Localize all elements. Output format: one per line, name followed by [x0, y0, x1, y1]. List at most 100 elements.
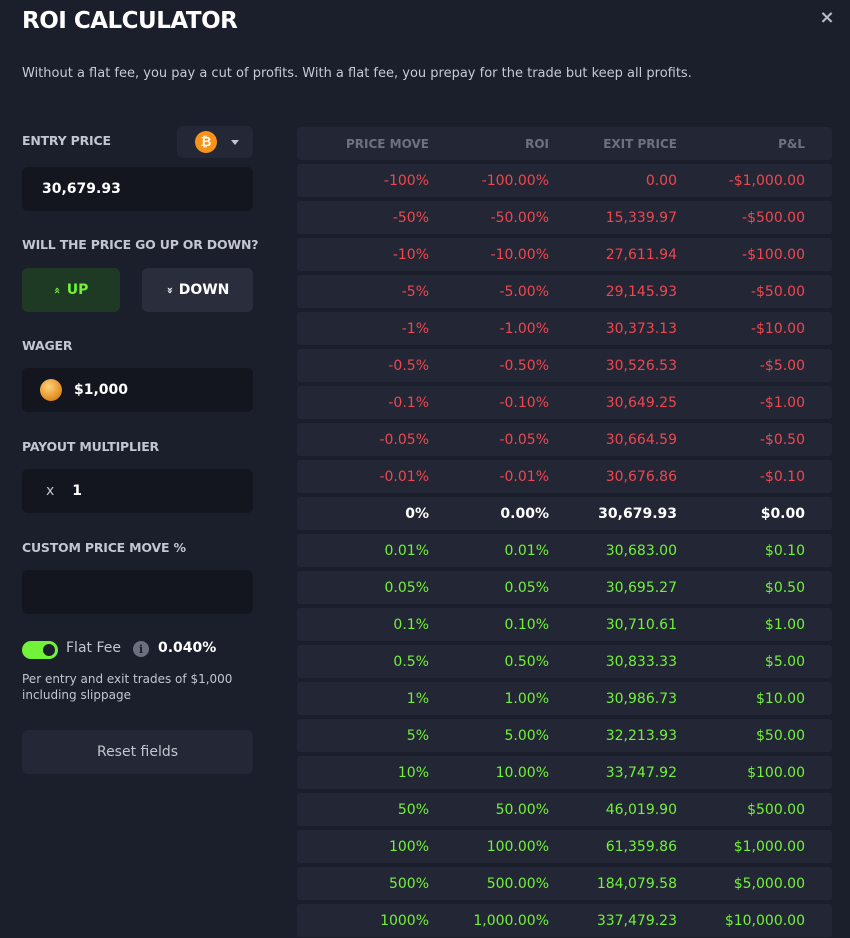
pnl-cell: $1,000.00 [733, 838, 805, 855]
wager-label: WAGER [22, 338, 73, 353]
exit-price-cell: 30,683.00 [605, 542, 677, 559]
custom-price-move-label: CUSTOM PRICE MOVE % [22, 540, 186, 555]
wager-value: $1,000 [74, 382, 129, 398]
roi-cell: 0.05% [504, 579, 549, 596]
header-exit-price: EXIT PRICE [603, 136, 677, 151]
roi-cell: -0.50% [499, 357, 549, 374]
price-move-cell: 0.1% [393, 616, 429, 633]
price-move-cell: 0.5% [393, 653, 429, 670]
table-row: 0.01% 0.01% 30,683.00 $0.10 [297, 534, 832, 567]
info-icon[interactable]: i [133, 641, 149, 657]
exit-price-cell: 33,747.92 [605, 764, 677, 781]
exit-price-cell: 46,019.90 [605, 801, 677, 818]
toggle-knob [43, 644, 55, 656]
pnl-cell: -$1,000.00 [728, 172, 805, 189]
entry-price-value: 30,679.93 [42, 181, 121, 197]
exit-price-cell: 29,145.93 [605, 283, 677, 300]
coin-icon [40, 379, 62, 401]
pnl-cell: $0.50 [764, 579, 805, 596]
down-button[interactable]: « DOWN [142, 268, 253, 312]
header-price-move: PRICE MOVE [346, 136, 429, 151]
exit-price-cell: 30,679.93 [598, 505, 677, 522]
table-row: -1% -1.00% 30,373.13 -$10.00 [297, 312, 832, 345]
exit-price-cell: 61,359.86 [605, 838, 677, 855]
pnl-cell: -$100.00 [742, 246, 805, 263]
roi-cell: 10.00% [495, 764, 549, 781]
table-row: 50% 50.00% 46,019.90 $500.00 [297, 793, 832, 826]
table-row: 100% 100.00% 61,359.86 $1,000.00 [297, 830, 832, 863]
exit-price-cell: 30,710.61 [605, 616, 677, 633]
price-move-cell: -0.01% [379, 468, 429, 485]
flat-fee-toggle[interactable] [22, 641, 58, 659]
table-row: -0.5% -0.50% 30,526.53 -$5.00 [297, 349, 832, 382]
reset-fields-button[interactable]: Reset fields [22, 730, 253, 774]
roi-cell: -100.00% [481, 172, 549, 189]
price-move-cell: 5% [406, 727, 429, 744]
table-row: -50% -50.00% 15,339.97 -$500.00 [297, 201, 832, 234]
roi-cell: -5.00% [499, 283, 549, 300]
exit-price-cell: 30,986.73 [605, 690, 677, 707]
table-row: 0.05% 0.05% 30,695.27 $0.50 [297, 571, 832, 604]
table-header: PRICE MOVE ROI EXIT PRICE P&L [297, 127, 832, 160]
price-move-cell: 0.05% [384, 579, 429, 596]
exit-price-cell: 184,079.58 [596, 875, 677, 892]
direction-label: WILL THE PRICE GO UP OR DOWN? [22, 237, 259, 252]
header-roi: ROI [525, 136, 549, 151]
pnl-cell: $1.00 [764, 616, 805, 633]
roi-cell: 1,000.00% [473, 912, 549, 929]
table-row: -0.1% -0.10% 30,649.25 -$1.00 [297, 386, 832, 419]
roi-cell: -1.00% [499, 320, 549, 337]
pnl-cell: $0.10 [764, 542, 805, 559]
exit-price-cell: 27,611.94 [605, 246, 677, 263]
price-move-cell: -0.05% [379, 431, 429, 448]
exit-price-cell: 30,373.13 [605, 320, 677, 337]
wager-input[interactable]: $1,000 [22, 368, 253, 412]
table-row: -0.05% -0.05% 30,664.59 -$0.50 [297, 423, 832, 456]
pnl-cell: $50.00 [756, 727, 805, 744]
price-move-cell: -100% [383, 172, 429, 189]
bitcoin-icon: ₿ [195, 131, 217, 153]
exit-price-cell: 32,213.93 [605, 727, 677, 744]
price-move-cell: 500% [388, 875, 429, 892]
exit-price-cell: 30,695.27 [605, 579, 677, 596]
roi-cell: 5.00% [504, 727, 549, 744]
roi-cell: 0.01% [504, 542, 549, 559]
up-button-label: UP [66, 282, 89, 298]
chevrons-up-icon: « [50, 286, 64, 294]
pnl-cell: $10,000.00 [724, 912, 805, 929]
roi-cell: 50.00% [495, 801, 549, 818]
roi-cell: 0.00% [500, 505, 549, 522]
exit-price-cell: 30,676.86 [605, 468, 677, 485]
roi-cell: 0.50% [504, 653, 549, 670]
up-button[interactable]: « UP [22, 268, 120, 312]
table-body: -100% -100.00% 0.00 -$1,000.00 -50% -50.00% 15… [297, 164, 832, 937]
close-icon[interactable]: × [819, 7, 835, 28]
coin-select[interactable]: ₿ [177, 126, 253, 158]
table-row: 500% 500.00% 184,079.58 $5,000.00 [297, 867, 832, 900]
payout-multiplier-input[interactable]: x 1 [22, 469, 253, 513]
page-subtitle: Without a flat fee, you pay a cut of pro… [22, 66, 692, 81]
table-row: -10% -10.00% 27,611.94 -$100.00 [297, 238, 832, 271]
pnl-cell: $10.00 [756, 690, 805, 707]
custom-price-move-input[interactable] [22, 570, 253, 614]
price-move-cell: -0.1% [388, 394, 429, 411]
roi-cell: 100.00% [486, 838, 549, 855]
table-row: 0% 0.00% 30,679.93 $0.00 [297, 497, 832, 530]
pnl-cell: $0.00 [760, 505, 805, 522]
flat-fee-label: Flat Fee [66, 640, 121, 656]
exit-price-cell: 30,833.33 [605, 653, 677, 670]
table-row: 0.5% 0.50% 30,833.33 $5.00 [297, 645, 832, 678]
roi-cell: -0.10% [499, 394, 549, 411]
roi-table: PRICE MOVE ROI EXIT PRICE P&L -100% -100.… [297, 127, 832, 937]
table-row: 1000% 1,000.00% 337,479.23 $10,000.00 [297, 904, 832, 937]
entry-price-input[interactable]: 30,679.93 [22, 167, 253, 211]
chevrons-down-icon: « [162, 286, 176, 294]
price-move-cell: 100% [388, 838, 429, 855]
price-move-cell: 10% [397, 764, 429, 781]
down-button-label: DOWN [178, 282, 230, 298]
multiplier-prefix: x [46, 483, 55, 499]
header-pnl: P&L [778, 136, 805, 151]
pnl-cell: -$500.00 [742, 209, 805, 226]
table-row: -5% -5.00% 29,145.93 -$50.00 [297, 275, 832, 308]
payout-multiplier-label: PAYOUT MULTIPLIER [22, 439, 159, 454]
